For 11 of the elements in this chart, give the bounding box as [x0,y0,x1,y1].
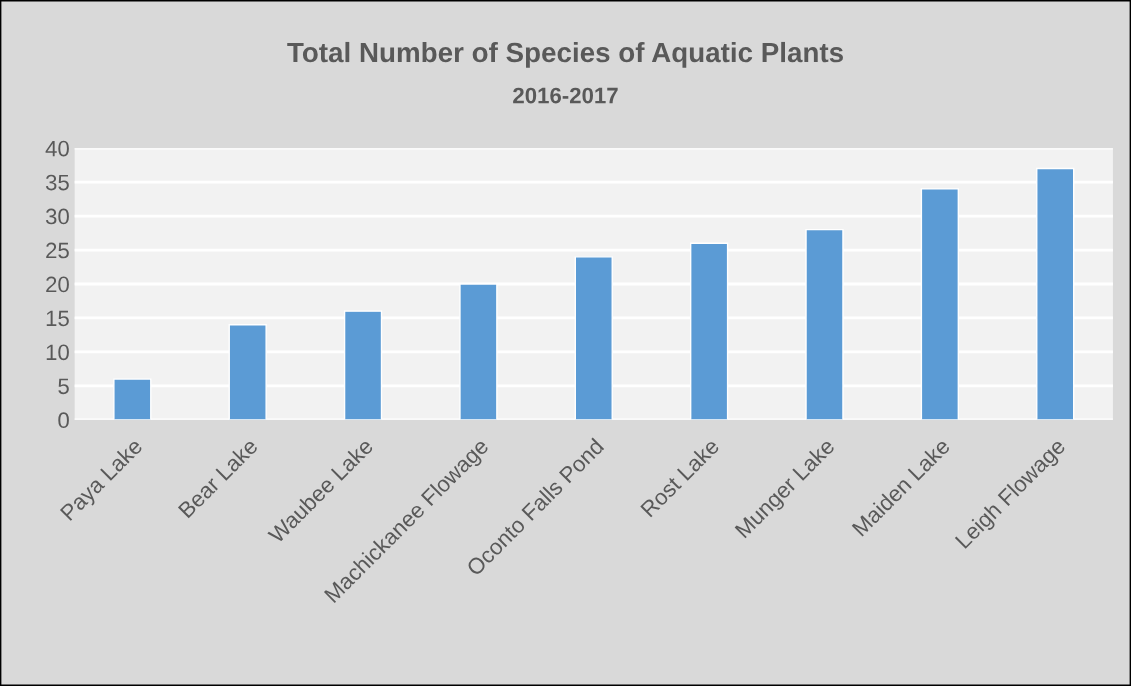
y-tick-label: 15 [46,310,69,327]
y-tick-label: 20 [46,276,69,293]
chart-title: Total Number of Species of Aquatic Plants [287,41,843,68]
y-tick-label: 0 [58,412,69,429]
y-tick-label: 25 [46,242,69,259]
y-tick-label: 5 [58,378,69,395]
chart-subtitle: 2016-2017 [513,87,618,104]
y-tick-label: 40 [45,140,69,157]
y-tick-label: 30 [45,208,69,225]
y-tick-label: 35 [45,174,69,191]
y-tick-label: 10 [46,344,69,361]
